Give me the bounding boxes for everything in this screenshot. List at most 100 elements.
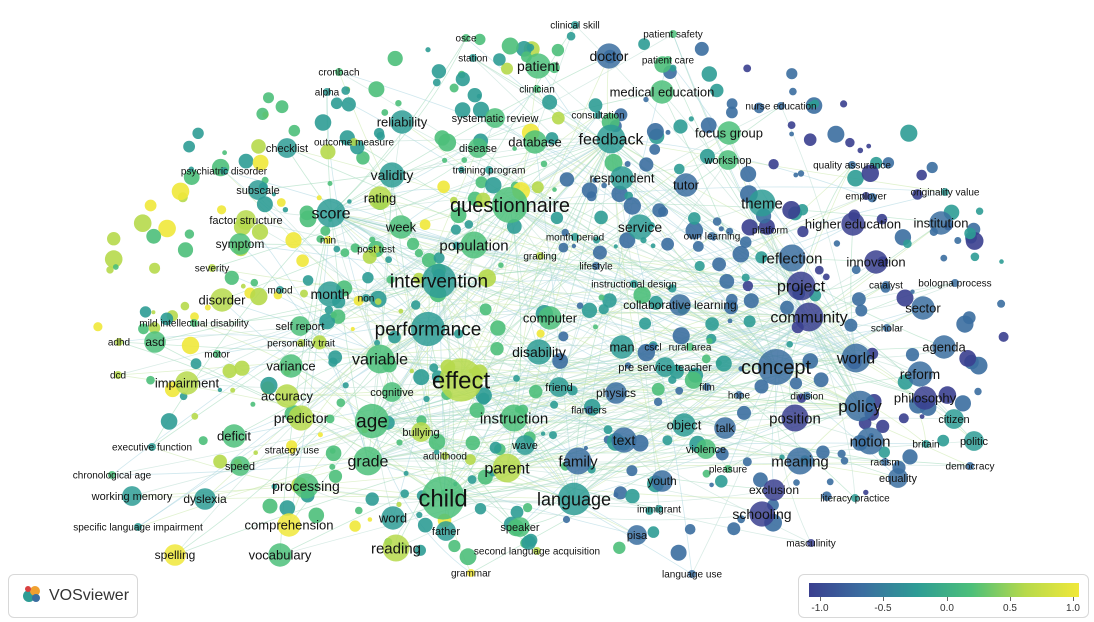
term-node[interactable]	[268, 543, 292, 567]
network-node[interactable]	[349, 520, 361, 532]
network-node[interactable]	[107, 232, 121, 246]
network-node[interactable]	[330, 97, 343, 110]
network-node[interactable]	[465, 435, 480, 451]
network-node[interactable]	[151, 310, 156, 315]
network-node[interactable]	[646, 123, 664, 140]
network-node[interactable]	[741, 273, 750, 282]
network-node[interactable]	[700, 117, 717, 134]
network-node[interactable]	[571, 243, 577, 249]
network-node[interactable]	[177, 242, 194, 258]
network-node[interactable]	[715, 447, 729, 461]
term-node[interactable]	[382, 534, 410, 562]
network-node[interactable]	[540, 160, 548, 168]
term-label[interactable]: britain	[912, 440, 939, 451]
term-label[interactable]: project	[777, 279, 826, 296]
network-node[interactable]	[665, 129, 671, 135]
term-node[interactable]	[277, 138, 297, 158]
network-node[interactable]	[523, 503, 533, 513]
network-node[interactable]	[320, 144, 336, 160]
term-node[interactable]	[230, 456, 250, 476]
network-node[interactable]	[789, 87, 797, 96]
term-label[interactable]: clinical skill	[550, 21, 599, 32]
network-node[interactable]	[190, 358, 202, 370]
term-node[interactable]	[763, 479, 785, 501]
term-label[interactable]: catalyst	[869, 281, 903, 292]
term-node[interactable]	[688, 570, 696, 578]
network-node[interactable]	[341, 86, 351, 95]
network-node[interactable]	[583, 445, 589, 451]
term-label[interactable]: pre service teacher	[618, 362, 712, 374]
network-node[interactable]	[204, 304, 211, 311]
term-label[interactable]: masculinity	[786, 539, 835, 550]
term-node[interactable]	[922, 440, 930, 448]
term-label[interactable]: cronbach	[318, 68, 359, 79]
term-label[interactable]: politic	[960, 436, 989, 448]
term-node[interactable]	[749, 501, 775, 527]
network-node[interactable]	[421, 253, 437, 268]
term-label[interactable]: speed	[225, 461, 255, 473]
term-label[interactable]: adulthood	[423, 452, 467, 463]
network-node[interactable]	[851, 265, 861, 275]
network-node[interactable]	[581, 302, 598, 318]
network-node[interactable]	[146, 375, 155, 385]
term-node[interactable]	[557, 482, 591, 516]
term-node[interactable]	[213, 350, 221, 358]
network-node[interactable]	[271, 483, 278, 490]
network-node[interactable]	[724, 300, 739, 315]
network-node[interactable]	[782, 201, 801, 219]
network-node[interactable]	[442, 157, 448, 163]
network-node[interactable]	[333, 245, 341, 253]
term-label[interactable]: immigrant	[637, 505, 681, 516]
network-node[interactable]	[234, 360, 250, 376]
term-node[interactable]	[290, 316, 310, 336]
vosviewer-logo[interactable]: VOSviewer	[8, 574, 138, 618]
network-node[interactable]	[954, 395, 972, 412]
network-node[interactable]	[639, 157, 654, 172]
network-node[interactable]	[576, 302, 584, 310]
term-node[interactable]	[650, 80, 674, 104]
network-node[interactable]	[328, 469, 343, 483]
network-node[interactable]	[588, 98, 603, 113]
network-node[interactable]	[263, 92, 274, 104]
network-node[interactable]	[702, 469, 711, 478]
term-label[interactable]: subscale	[236, 185, 279, 197]
network-node[interactable]	[93, 322, 103, 332]
network-node[interactable]	[320, 225, 331, 236]
network-node[interactable]	[475, 192, 491, 208]
term-label[interactable]: osce	[455, 34, 477, 45]
network-node[interactable]	[133, 214, 152, 232]
term-label[interactable]: variable	[352, 352, 408, 369]
network-node[interactable]	[183, 140, 196, 153]
term-node[interactable]	[144, 331, 166, 353]
network-node[interactable]	[429, 363, 439, 373]
term-label[interactable]: philosophy	[894, 391, 957, 406]
term-node[interactable]	[966, 462, 974, 470]
network-node[interactable]	[317, 432, 323, 438]
term-node[interactable]	[913, 386, 937, 410]
term-label[interactable]: post test	[357, 245, 395, 256]
network-node[interactable]	[754, 379, 769, 394]
network-node[interactable]	[847, 169, 864, 187]
term-node[interactable]	[803, 392, 811, 400]
term-node[interactable]	[194, 488, 216, 510]
network-node[interactable]	[726, 106, 738, 119]
term-node[interactable]	[951, 279, 959, 287]
network-node[interactable]	[472, 101, 490, 118]
term-node[interactable]	[686, 343, 694, 351]
network-node[interactable]	[789, 131, 794, 137]
term-label[interactable]: alpha	[315, 88, 340, 99]
network-node[interactable]	[753, 472, 768, 488]
network-node[interactable]	[603, 425, 613, 434]
term-node[interactable]	[585, 406, 593, 414]
network-node[interactable]	[431, 64, 447, 79]
term-node[interactable]	[390, 110, 414, 134]
term-label[interactable]: sector	[905, 301, 941, 316]
term-node[interactable]	[515, 435, 535, 455]
term-label[interactable]: mild intellectual disability	[139, 319, 249, 330]
term-node[interactable]	[944, 409, 964, 429]
term-label[interactable]: violence	[686, 444, 726, 456]
network-node[interactable]	[876, 213, 888, 225]
network-node[interactable]	[423, 395, 430, 403]
network-node[interactable]	[624, 362, 632, 369]
term-label[interactable]: quality assurance	[813, 161, 891, 172]
